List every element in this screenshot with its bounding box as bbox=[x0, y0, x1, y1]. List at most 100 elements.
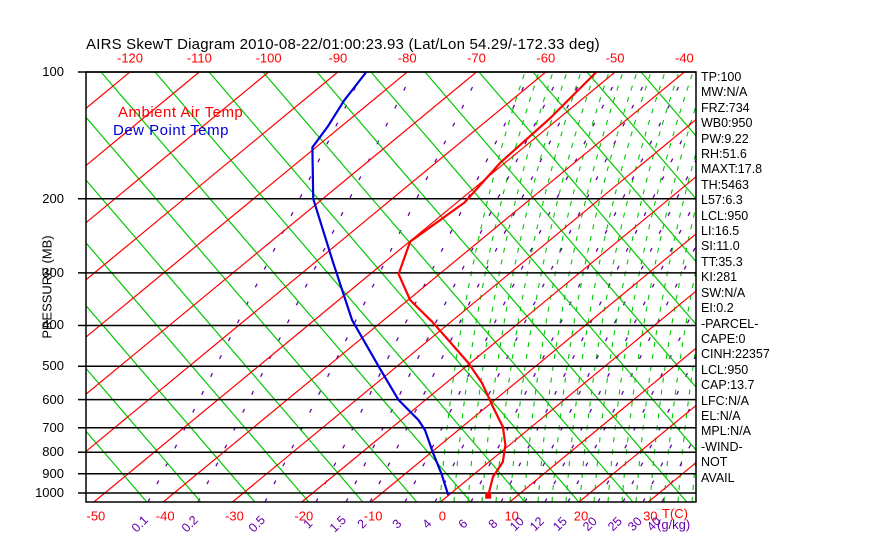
stats-line: MAXT:17.8 bbox=[701, 162, 763, 177]
mixing-ratio-line bbox=[197, 71, 414, 503]
bottom-temp-tick: -50 bbox=[86, 508, 106, 524]
pressure-tick: 500 bbox=[42, 358, 64, 374]
stats-line: PW:9.22 bbox=[701, 131, 749, 146]
temp-unit-label: T(C) bbox=[662, 506, 688, 521]
moist-adiabat-line bbox=[537, 71, 624, 503]
dry-adiabat-line bbox=[86, 179, 364, 503]
pressure-tick: 200 bbox=[42, 190, 64, 206]
dry-adiabat-line bbox=[86, 367, 202, 503]
mixing-ratio-line bbox=[597, 304, 696, 503]
isotherm-line bbox=[86, 71, 200, 167]
moist-adiabat-line bbox=[551, 71, 638, 503]
moist-adiabat-line bbox=[621, 104, 696, 503]
top-temp-tick: -70 bbox=[467, 50, 486, 66]
stats-panel: TP:100 MW:N/A FRZ:734 WB0:950 PW:9.22 RH:51.6… bbox=[701, 70, 770, 486]
page-title: AIRS SkewT Diagram 2010-08-22/01:00:23.9… bbox=[86, 36, 600, 53]
moist-adiabat-line bbox=[607, 71, 694, 503]
top-temp-tick: -80 bbox=[397, 50, 417, 66]
legend-ambient-air-temp: Ambient Air Temp bbox=[118, 104, 244, 121]
moist-adiabat-line bbox=[677, 344, 696, 503]
dry-adiabat-line bbox=[262, 71, 634, 503]
stats-line: LFC:N/A bbox=[701, 393, 749, 408]
dry-adiabat-line bbox=[86, 304, 256, 503]
mixing-ratio-line bbox=[500, 110, 696, 503]
stats-line: L57:6.3 bbox=[701, 193, 743, 208]
top-temp-tick: -120 bbox=[116, 50, 144, 66]
top-temp-tick: -110 bbox=[186, 50, 212, 66]
bottom-temp-tick: 0 bbox=[438, 508, 447, 524]
top-temp-tick: -60 bbox=[536, 50, 556, 66]
mixing-ratio-line bbox=[369, 71, 586, 503]
stats-line: EI:0.2 bbox=[701, 301, 734, 316]
isotherm-line bbox=[86, 71, 269, 224]
stats-line: -WIND- bbox=[701, 439, 743, 454]
moist-adiabat-line bbox=[565, 71, 652, 503]
dry-adiabat-line bbox=[478, 71, 696, 326]
isotherm-line bbox=[86, 71, 131, 110]
top-temp-tick: -40 bbox=[674, 50, 694, 66]
isotherm-line bbox=[86, 71, 339, 281]
isotherm-line bbox=[86, 71, 408, 338]
mixing-ratio-unit-label: (g/kg) bbox=[657, 517, 691, 532]
bottom-temp-tick: 20 bbox=[573, 508, 589, 524]
dry-adiabat-line bbox=[316, 71, 688, 503]
dry-adiabat-line bbox=[532, 71, 696, 263]
pressure-tick: 1000 bbox=[35, 485, 64, 500]
stats-line: SI:11.0 bbox=[701, 239, 740, 254]
isotherm-line bbox=[509, 347, 696, 503]
stats-line: SW:N/A bbox=[701, 285, 746, 300]
pressure-tick: 800 bbox=[42, 444, 64, 460]
pressure-tick: 300 bbox=[42, 264, 64, 280]
surface-point-marker bbox=[485, 492, 492, 499]
moist-adiabat-line bbox=[663, 267, 696, 503]
isotherm-line bbox=[301, 175, 696, 503]
stats-line: TH:5463 bbox=[701, 177, 749, 192]
moist-adiabat-line bbox=[467, 71, 554, 503]
dry-adiabat-line bbox=[208, 71, 580, 503]
stats-line: MPL:N/A bbox=[701, 424, 752, 439]
stats-line: -PARCEL- bbox=[701, 316, 759, 331]
dry-adiabat-line bbox=[86, 242, 310, 503]
stats-line: LCL:950 bbox=[701, 362, 749, 377]
moist-adiabat-line bbox=[453, 71, 540, 503]
isotherm-line bbox=[232, 118, 696, 503]
dry-adiabat-line bbox=[370, 71, 696, 451]
isotherm-line bbox=[578, 404, 696, 503]
moist-adiabat-line bbox=[649, 204, 696, 503]
stats-line: TP:100 bbox=[701, 70, 742, 84]
isotherm-line bbox=[440, 290, 696, 503]
stats-line: TT:35.3 bbox=[701, 254, 743, 269]
stats-line: EL:N/A bbox=[701, 408, 741, 423]
dewpoint-profile bbox=[311, 71, 450, 496]
top-temp-tick: -50 bbox=[605, 50, 625, 66]
bottom-temp-tick: -30 bbox=[225, 508, 244, 524]
plot-frame bbox=[85, 71, 697, 503]
stats-line: LI:16.5 bbox=[701, 224, 740, 239]
pressure-tick: 900 bbox=[42, 465, 64, 481]
dry-adiabat-line bbox=[86, 116, 418, 503]
mixing-ratio-line bbox=[404, 71, 621, 503]
mixing-ratio-line bbox=[434, 71, 651, 503]
top-temp-tick: -90 bbox=[328, 50, 348, 66]
pressure-tick: 400 bbox=[42, 317, 64, 333]
mixing-ratio-line bbox=[567, 244, 696, 503]
mixing-ratio-line bbox=[622, 354, 696, 503]
top-temp-tick: -100 bbox=[255, 50, 282, 66]
mixing-ratio-line bbox=[470, 71, 687, 503]
moist-adiabat-line bbox=[579, 71, 666, 503]
moist-adiabat-line bbox=[495, 71, 582, 503]
dry-adiabat-line bbox=[154, 71, 526, 503]
stats-line: FRZ:734 bbox=[701, 100, 750, 115]
moist-adiabat-line bbox=[481, 71, 568, 503]
pressure-tick: 100 bbox=[42, 64, 64, 79]
dry-adiabat-line bbox=[586, 71, 696, 200]
stats-line: CAP:13.7 bbox=[701, 378, 755, 393]
dry-adiabat-line bbox=[424, 71, 696, 389]
bottom-temp-tick: -20 bbox=[294, 508, 314, 524]
stats-line: LCL:950 bbox=[701, 208, 749, 223]
stats-line: WB0:950 bbox=[701, 116, 753, 131]
mixing-ratio-line bbox=[544, 198, 696, 503]
stats-line: MW:N/A bbox=[701, 85, 748, 100]
